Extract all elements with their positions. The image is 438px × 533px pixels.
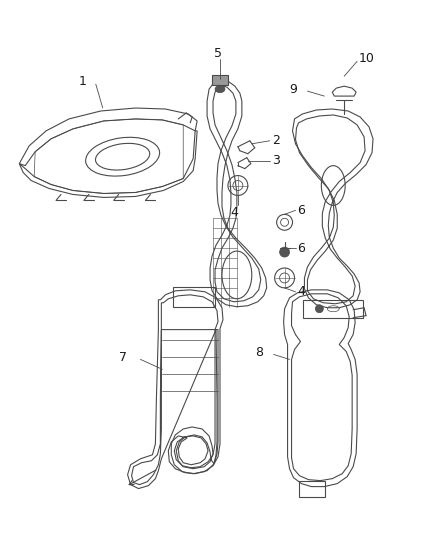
Text: 10: 10 <box>359 52 375 65</box>
Circle shape <box>315 305 323 313</box>
Text: 3: 3 <box>272 154 279 167</box>
Text: 1: 1 <box>79 75 87 88</box>
Text: 8: 8 <box>255 346 263 359</box>
Ellipse shape <box>215 86 225 93</box>
Text: 2: 2 <box>272 134 279 147</box>
Bar <box>173 287 215 307</box>
Text: 5: 5 <box>214 47 222 60</box>
Circle shape <box>279 247 290 257</box>
Text: 4: 4 <box>297 285 305 298</box>
Text: 7: 7 <box>119 351 127 364</box>
Text: 9: 9 <box>290 83 297 95</box>
Bar <box>212 75 228 85</box>
Bar <box>304 300 363 318</box>
Text: 6: 6 <box>297 241 305 255</box>
Text: 6: 6 <box>297 204 305 217</box>
Text: 4: 4 <box>230 206 238 219</box>
